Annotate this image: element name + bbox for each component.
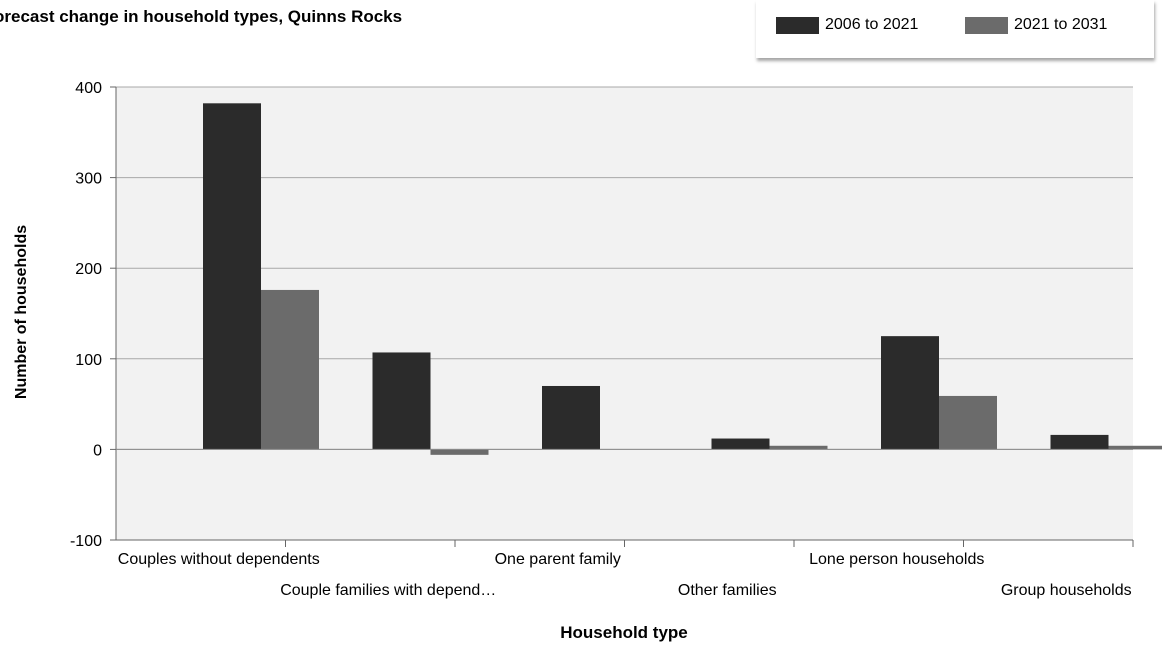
- x-tick-label: Group households: [1001, 582, 1132, 599]
- bar-series-2[interactable]: [939, 395, 997, 450]
- legend-label-series-2: 2021 to 2031: [1014, 16, 1108, 33]
- x-tick-label: Lone person households: [809, 551, 984, 568]
- bars: [203, 103, 1162, 455]
- y-tick-label: -100: [70, 533, 102, 550]
- y-axis-title: Number of households: [13, 225, 30, 399]
- legend-swatch-series-1: [776, 16, 819, 34]
- bar-series-2[interactable]: [1108, 445, 1162, 450]
- bar-series-1[interactable]: [711, 438, 770, 450]
- y-tick-label: 200: [75, 261, 102, 278]
- x-tick-label: Couple families with depend…: [280, 582, 496, 599]
- legend: 2006 to 2021 2021 to 2031: [756, 0, 1154, 58]
- legend-item-series-2[interactable]: 2021 to 2031: [965, 14, 1107, 36]
- bar-series-2[interactable]: [769, 445, 828, 450]
- y-tick-label: 100: [75, 352, 102, 369]
- bar-series-1[interactable]: [372, 352, 431, 450]
- bar-series-2[interactable]: [261, 289, 319, 450]
- x-tick-label: Other families: [678, 582, 777, 599]
- y-tick-label: 300: [75, 171, 102, 188]
- bar-series-1[interactable]: [881, 336, 939, 450]
- bar-series-1[interactable]: [203, 103, 261, 450]
- x-tick-label: One parent family: [495, 551, 621, 568]
- y-tick-label: 400: [75, 80, 102, 97]
- x-tick-label: Couples without dependents: [118, 551, 320, 568]
- tick-labels: 400 300 200 100 0 -100 Couples without depende…: [70, 80, 1132, 599]
- x-axis-title: Household type: [560, 623, 688, 642]
- bar-series-2[interactable]: [430, 449, 489, 455]
- chart-title: orecast change in household types, Quinn…: [0, 7, 403, 26]
- bar-series-1[interactable]: [542, 385, 600, 450]
- axes: [115, 87, 1134, 547]
- legend-label-series-1: 2006 to 2021: [825, 16, 919, 33]
- legend-item-series-1[interactable]: 2006 to 2021: [776, 14, 918, 36]
- bar-series-1[interactable]: [1050, 434, 1109, 450]
- legend-swatch-series-2: [965, 16, 1008, 34]
- y-tick-label: 0: [93, 442, 102, 459]
